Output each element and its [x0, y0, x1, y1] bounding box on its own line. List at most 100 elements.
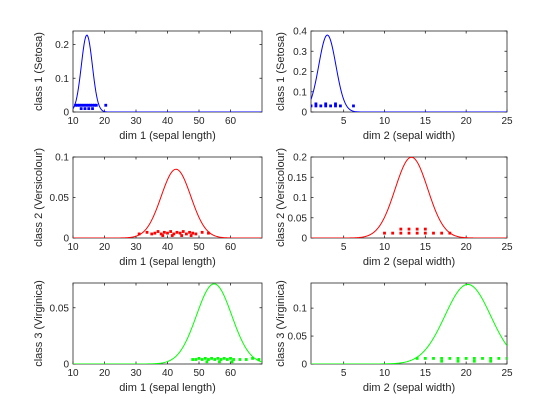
data-point	[407, 231, 411, 235]
data-point	[194, 358, 198, 361]
axes-box	[72, 30, 263, 113]
data-point	[399, 231, 403, 235]
x-tick-label: 15	[420, 242, 432, 253]
y-tick-label: 0.05	[50, 303, 70, 314]
data-point	[456, 357, 460, 360]
data-point	[159, 232, 163, 236]
data-point	[229, 356, 232, 360]
density-curve	[73, 168, 262, 238]
y-axis-label: class 2 (Versicolour)	[33, 148, 45, 247]
axes-box	[310, 156, 508, 239]
x-tick-label: 10	[379, 116, 391, 127]
x-tick-label: 5	[341, 242, 347, 253]
subplot-2: 5 10 15 20 25 0 0.1 0.2 0.3 0.4 dim 2 (sepal width…	[275, 27, 513, 143]
x-tick-label: 60	[225, 368, 237, 379]
data-point	[156, 230, 160, 233]
data-point	[203, 356, 207, 360]
x-axis-label: dim 2 (sepal width)	[363, 130, 455, 142]
data-point	[440, 231, 444, 235]
y-tick-label: 0.2	[293, 153, 307, 164]
data-point	[150, 232, 154, 236]
data-point	[87, 107, 91, 111]
x-axis-label: dim 2 (sepal width)	[363, 256, 455, 268]
x-tick-label: 40	[162, 368, 174, 379]
data-point	[162, 230, 166, 234]
data-point	[207, 358, 210, 361]
data-point	[448, 357, 452, 360]
data-point	[188, 230, 191, 234]
data-point	[81, 103, 85, 107]
data-point	[329, 104, 332, 108]
data-point	[191, 358, 195, 361]
x-tick-label: 40	[162, 242, 174, 253]
data-point	[319, 104, 323, 108]
y-axis-label: class 1 (Setosa)	[275, 32, 287, 111]
data-point	[464, 357, 468, 360]
x-axis-label: dim 1 (sepal length)	[119, 382, 216, 394]
data-point	[89, 103, 93, 107]
data-point	[79, 107, 83, 111]
data-point	[73, 103, 74, 107]
x-tick-label: 25	[501, 242, 513, 253]
subplot-6: 5 10 15 20 25 0 0.05 0.1 dim 2 (sepal width) clas…	[275, 280, 513, 394]
data-point	[432, 231, 435, 235]
data-point	[83, 107, 87, 111]
data-point	[456, 359, 460, 363]
x-tick-label: 20	[461, 116, 473, 127]
x-tick-label: 20	[99, 242, 111, 253]
x-tick-label: 10	[67, 242, 79, 253]
y-tick-label: 0.2	[55, 40, 69, 51]
x-tick-label: 50	[193, 116, 205, 127]
x-tick-label: 30	[130, 242, 142, 253]
data-point	[83, 103, 87, 107]
data-point	[399, 227, 403, 231]
y-tick-label: 0	[301, 234, 307, 245]
x-tick-label: 10	[67, 116, 79, 127]
x-tick-label: 25	[501, 368, 513, 379]
data-point	[210, 356, 213, 360]
x-axis-label: dim 2 (sepal width)	[363, 382, 455, 394]
data-point	[481, 357, 484, 360]
x-tick-label: 20	[461, 368, 473, 379]
data-point	[185, 232, 188, 236]
x-tick-label: 60	[225, 116, 237, 127]
data-point	[194, 232, 198, 236]
data-point	[222, 356, 226, 360]
data-point	[432, 357, 435, 360]
data-point	[352, 104, 355, 108]
data-point	[205, 360, 209, 364]
x-axis-label: dim 1 (sepal length)	[119, 130, 216, 142]
y-tick-label: 0.05	[50, 193, 70, 204]
y-axis-label: class 1 (Setosa)	[33, 32, 45, 111]
x-tick-label: 50	[193, 368, 205, 379]
data-point	[170, 234, 174, 237]
data-point	[77, 103, 81, 107]
y-tick-label: 0	[63, 360, 69, 371]
data-point	[172, 232, 176, 236]
data-point	[334, 102, 337, 106]
axes-box	[72, 282, 263, 365]
axes-box	[310, 282, 508, 365]
y-axis-label: class 3 (Virginica)	[275, 280, 287, 367]
y-tick-label: 0.05	[288, 213, 308, 224]
data-point	[191, 231, 195, 235]
data-point	[104, 103, 108, 107]
data-point	[166, 231, 169, 235]
y-tick-label: 0.2	[293, 67, 307, 78]
y-axis-label: class 2 (Versicolour)	[275, 148, 287, 247]
data-point	[251, 356, 254, 360]
x-tick-label: 30	[130, 116, 142, 127]
x-tick-label: 60	[225, 242, 237, 253]
data-point	[232, 358, 236, 361]
data-point	[94, 103, 98, 107]
data-point	[415, 227, 419, 231]
data-point	[153, 231, 157, 235]
data-point	[230, 360, 234, 364]
subplot-5: 10 20 30 40 50 60 0 0.05 dim 1 (sepal length) cla…	[33, 280, 263, 394]
data-point	[219, 358, 223, 361]
data-point	[181, 230, 185, 233]
data-point	[407, 227, 411, 231]
data-point	[200, 230, 204, 234]
y-axis-label: class 3 (Virginica)	[33, 280, 45, 367]
